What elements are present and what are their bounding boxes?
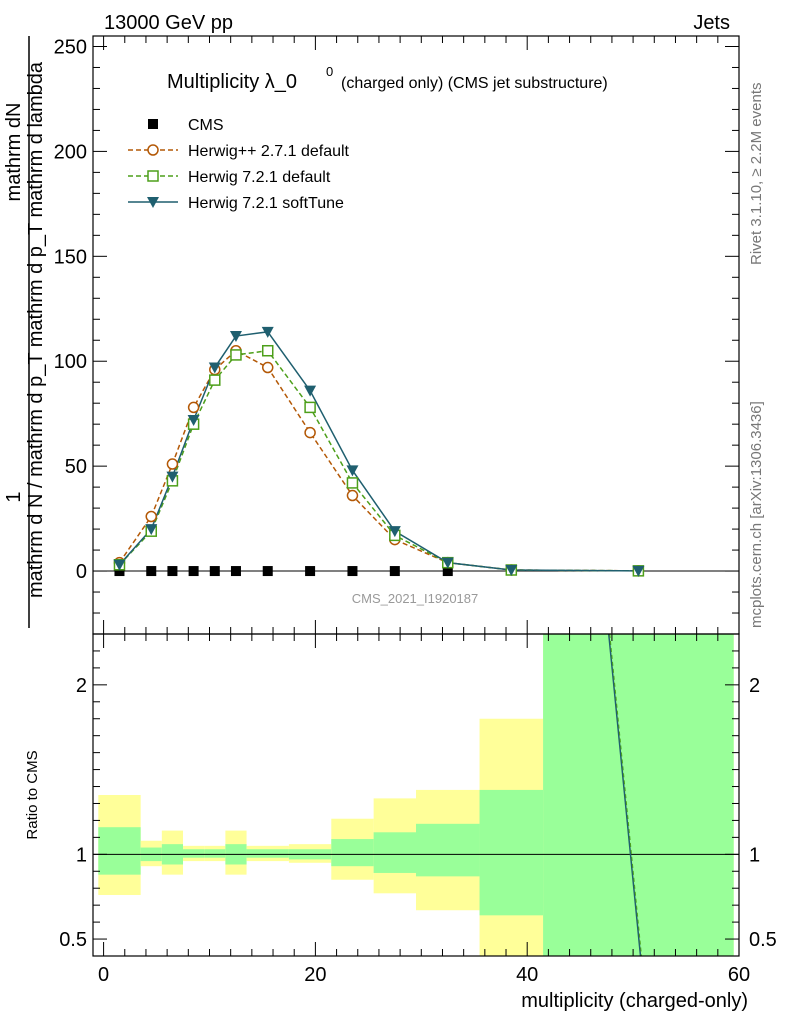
herwig7-softtune-point	[261, 326, 274, 338]
herwig7-softtune-point	[113, 559, 126, 571]
header-left: 13000 GeV pp	[104, 12, 233, 34]
ratio-bands	[98, 634, 734, 956]
cms-data-point	[209, 566, 220, 577]
series-line-3	[118, 331, 639, 572]
legend-label: Herwig 7.2.1 default	[188, 169, 331, 186]
herwigpp-point	[304, 426, 316, 439]
herwigpp-point	[166, 458, 179, 470]
cms-data-point	[262, 566, 273, 577]
main-title: Multiplicity λ_0 0 (charged only) (CMS j…	[167, 64, 608, 93]
cms-data-point	[146, 566, 157, 577]
herwig7-softtune-point	[505, 565, 518, 577]
cms-data-point	[188, 566, 199, 577]
main-y-tick-label: 100	[54, 351, 87, 373]
ratio-default-line	[609, 633, 643, 957]
rivet-label: Rivet 3.1.10, ≥ 2.2M events	[748, 83, 765, 266]
ratio-band-green	[479, 789, 544, 916]
legend-label: Herwig++ 2.7.1 default	[188, 143, 350, 160]
herwig7-default-point	[261, 344, 274, 357]
main-y-tick-label: 250	[54, 36, 87, 58]
legend-label: Herwig 7.2.1 softTune	[188, 195, 344, 212]
herwigpp-point	[187, 401, 200, 414]
ratio-y-label: Ratio to CMS	[24, 750, 41, 839]
x-tick-label: 40	[516, 964, 538, 986]
legend: CMS Herwig++ 2.7.1 default Herwig 7.2.1 de…	[128, 117, 350, 212]
y-label-denominator: mathrm d N / mathrm d p_T mathrm d p_T m…	[25, 61, 47, 598]
herwigpp-point	[346, 489, 359, 502]
title-main: Multiplicity λ_0	[167, 71, 297, 93]
herwig7-softtune-point	[346, 465, 359, 477]
axes: 0 50 100 150 200 250 0 20 40 60 0.5 0.5 1 1 2 2	[54, 35, 777, 986]
ratio-frame	[92, 633, 740, 957]
x-tick-label: 0	[98, 964, 109, 986]
mcplots-label: mcplots.cern.ch [arXiv:1306.3436]	[748, 401, 765, 628]
analysis-watermark: CMS_2021_I1920187	[352, 591, 479, 606]
herwig7-softtune-point	[632, 565, 645, 577]
y-label-numerator-one: 1	[3, 491, 25, 502]
cms-data-point	[442, 566, 453, 577]
ratio-y-tick-label: 1	[76, 844, 87, 866]
series-line-2	[118, 349, 639, 572]
series-line-1	[118, 349, 639, 572]
herwig7-softtune-point	[229, 331, 242, 343]
cms-data-point	[389, 566, 400, 577]
ratio-lines	[93, 633, 739, 957]
x-tick-label: 60	[728, 964, 750, 986]
herwigpp-point	[145, 510, 157, 523]
main-y-tick-label: 50	[65, 456, 87, 478]
ratio-band-green	[98, 827, 141, 875]
herwig7-softtune-point	[145, 524, 158, 536]
herwig7-softtune-point	[208, 362, 221, 374]
ratio-y-tick-label: 0.5	[59, 929, 87, 951]
herwig7-softtune-point	[187, 414, 200, 426]
header-right: Jets	[693, 12, 730, 34]
herwigpp-point	[147, 144, 159, 156]
ratio-y-tick-label-right: 1	[749, 844, 760, 866]
herwig7-softtune-point	[388, 526, 401, 538]
cms-data-point	[347, 566, 358, 577]
cms-data-point	[305, 566, 316, 577]
ratio-band-green	[331, 839, 374, 867]
main-series	[113, 326, 645, 577]
main-y-tick-label: 0	[76, 561, 87, 583]
herwig7-default-point	[346, 477, 359, 489]
cms-data-point	[167, 566, 178, 577]
main-y-tick-label: 200	[54, 141, 87, 163]
x-tick-label: 20	[304, 964, 326, 986]
x-axis-label: multiplicity (charged-only)	[521, 990, 748, 1012]
ratio-y-tick-label-right: 2	[749, 675, 760, 697]
herwig7-softtune-point	[441, 557, 454, 569]
herwig7-softtune-point	[166, 471, 179, 483]
ratio-band-green	[373, 832, 416, 873]
ratio-band-green	[543, 634, 734, 956]
title-subtitle: (charged only) (CMS jet substructure)	[341, 75, 608, 92]
title-superscript: 0	[326, 64, 333, 79]
herwig7-default-point	[304, 401, 316, 414]
herwig7-softtune-point	[147, 197, 159, 208]
ratio-y-tick-label: 2	[76, 675, 87, 697]
ratio-band-green	[246, 849, 289, 858]
herwig7-default-point	[209, 374, 221, 386]
main-y-label: 1 mathrm dN mathrm d N / mathrm d p_T ma…	[3, 36, 47, 628]
ratio-band-green	[204, 849, 226, 858]
herwig7-softtune-point	[304, 385, 317, 397]
ratio-softtune-line	[607, 633, 642, 957]
cms-data-point	[114, 566, 125, 577]
herwigpp-point	[261, 361, 274, 374]
ratio-y-tick-label-right: 0.5	[749, 929, 777, 951]
ratio-band-green	[416, 823, 480, 877]
cms-data-point	[230, 566, 241, 577]
y-label-numerator-dn: mathrm dN	[3, 103, 25, 202]
herwig7-default-point	[147, 170, 159, 182]
cms-data-point	[148, 119, 158, 129]
main-y-tick-label: 150	[54, 246, 87, 268]
herwig7-default-point	[230, 349, 242, 361]
legend-label: CMS	[188, 117, 224, 134]
ratio-band-green	[183, 849, 205, 858]
